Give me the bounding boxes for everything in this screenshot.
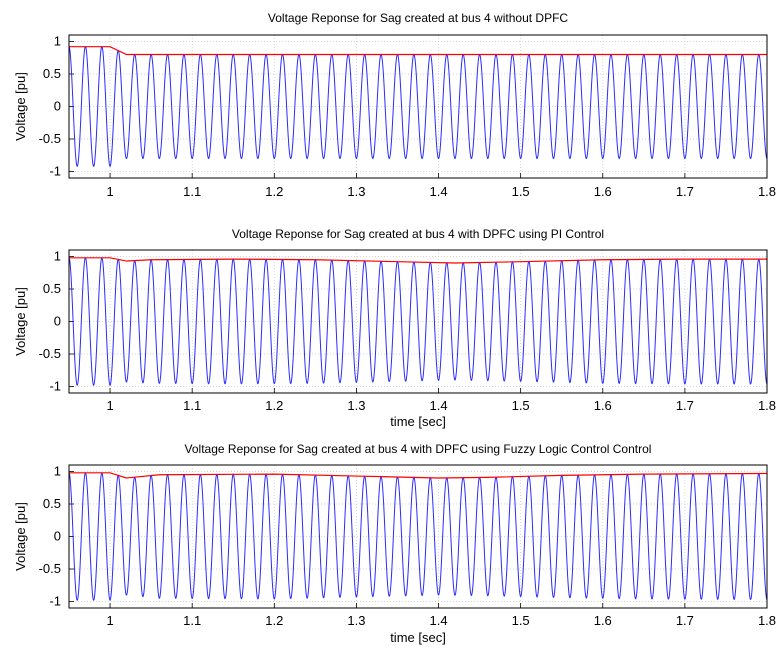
x-tick-label: 1.1 — [183, 184, 201, 199]
axes-frame — [68, 34, 768, 179]
subplot-1: Voltage Reponse for Sag created at bus 4… — [13, 11, 776, 199]
chart-title: Voltage Reponse for Sag created at bus 4… — [185, 442, 652, 456]
y-axis-label: Voltage [pu] — [13, 502, 28, 571]
y-tick-label: 0.5 — [43, 496, 61, 511]
x-tick-label: 1.1 — [183, 613, 201, 628]
y-tick-label: 1 — [54, 34, 61, 49]
x-tick-label: 1.6 — [594, 398, 612, 413]
x-axis-label: time [sec] — [390, 630, 446, 645]
y-axis-label: Voltage [pu] — [13, 287, 28, 356]
y-tick-label: -0.5 — [39, 561, 61, 576]
y-tick-label: 1 — [54, 249, 61, 264]
x-tick-label: 1.8 — [758, 398, 776, 413]
subplot-2: Voltage Reponse for Sag created at bus 4… — [13, 227, 776, 429]
x-tick-label: 1.4 — [429, 613, 447, 628]
voltage-envelope-line — [69, 257, 767, 264]
y-tick-label: 0 — [54, 99, 61, 114]
x-tick-label: 1.5 — [512, 184, 530, 199]
y-tick-label: -1 — [49, 594, 61, 609]
x-tick-label: 1.4 — [429, 184, 447, 199]
x-tick-label: 1.3 — [347, 613, 365, 628]
x-axis-label: time [sec] — [390, 414, 446, 429]
y-tick-label: 0 — [54, 314, 61, 329]
voltage-waveform-line — [68, 46, 768, 168]
x-tick-label: 1.4 — [429, 398, 447, 413]
voltage-waveform-line — [68, 257, 768, 386]
x-tick-label: 1.2 — [265, 398, 283, 413]
x-tick-label: 1.2 — [265, 613, 283, 628]
axes-frame — [68, 249, 768, 394]
x-tick-label: 1.2 — [265, 184, 283, 199]
x-tick-label: 1.8 — [758, 184, 776, 199]
x-tick-label: 1.3 — [347, 184, 365, 199]
x-tick-label: 1 — [106, 613, 113, 628]
x-tick-label: 1.8 — [758, 613, 776, 628]
y-tick-label: -1 — [49, 379, 61, 394]
y-tick-label: -1 — [49, 164, 61, 179]
x-tick-label: 1.7 — [676, 613, 694, 628]
x-tick-label: 1 — [106, 398, 113, 413]
y-tick-label: -0.5 — [39, 131, 61, 146]
subplot-3: Voltage Reponse for Sag created at bus 4… — [13, 442, 776, 645]
chart-title: Voltage Reponse for Sag created at bus 4… — [232, 227, 604, 241]
y-tick-label: 0 — [54, 529, 61, 544]
voltage-waveform-line — [68, 472, 768, 601]
x-tick-label: 1.5 — [512, 398, 530, 413]
y-tick-label: 0.5 — [43, 66, 61, 81]
voltage-envelope-line — [69, 46, 767, 56]
y-tick-label: 0.5 — [43, 281, 61, 296]
x-tick-label: 1.6 — [594, 184, 612, 199]
voltage-envelope-line — [69, 472, 768, 479]
x-tick-label: 1 — [106, 184, 113, 199]
chart-title: Voltage Reponse for Sag created at bus 4… — [268, 11, 569, 25]
axes-frame — [68, 464, 768, 609]
y-axis-label: Voltage [pu] — [13, 72, 28, 141]
y-tick-label: 1 — [54, 464, 61, 479]
x-tick-label: 1.6 — [594, 613, 612, 628]
y-tick-label: -0.5 — [39, 346, 61, 361]
x-tick-label: 1.1 — [183, 398, 201, 413]
x-tick-label: 1.3 — [347, 398, 365, 413]
x-tick-label: 1.7 — [676, 398, 694, 413]
x-tick-label: 1.5 — [512, 613, 530, 628]
x-tick-label: 1.7 — [676, 184, 694, 199]
